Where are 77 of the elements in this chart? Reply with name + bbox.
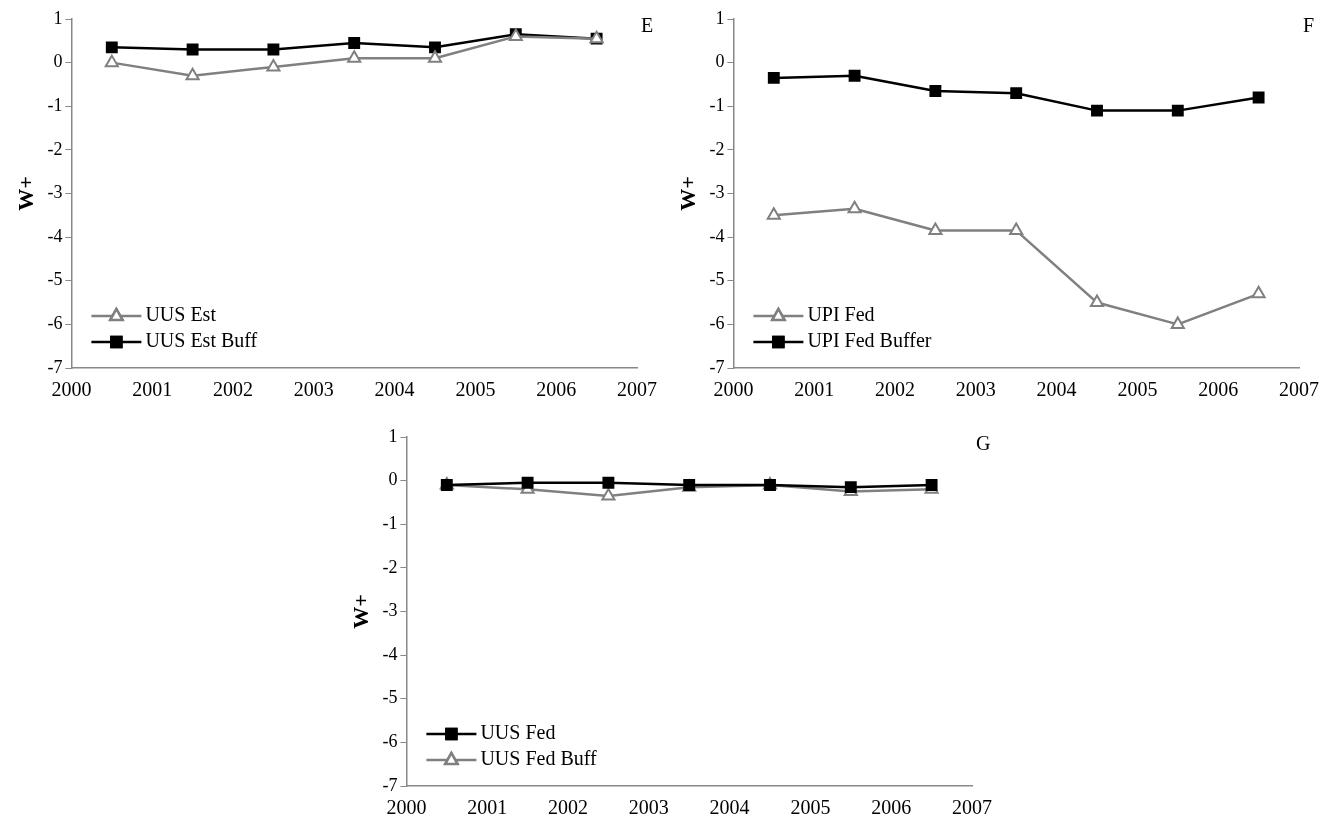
x-tick-label: 2006	[871, 796, 912, 819]
x-tick-label: 2003	[955, 378, 996, 401]
x-tick-label: 2006	[536, 378, 577, 401]
legend-label: UPI Fed Buffer	[807, 329, 932, 352]
x-tick-label: 2007	[952, 796, 992, 819]
y-tick-label: -2	[382, 556, 398, 577]
y-tick-label: -3	[47, 182, 63, 203]
y-tick-label: -5	[47, 269, 63, 290]
point	[928, 222, 943, 236]
y-tick-label: -5	[382, 687, 398, 708]
point	[929, 85, 942, 97]
y-axis-title: W+	[12, 176, 38, 211]
y-tick-label: -1	[47, 94, 63, 115]
x-tick-label: 2002	[875, 378, 915, 401]
text: G	[976, 432, 991, 455]
text: E	[641, 14, 654, 37]
y-tick-label: -6	[47, 313, 63, 334]
x-tick-label: 2000	[386, 796, 427, 819]
x-tick-label: 2004	[709, 796, 750, 819]
point	[767, 71, 780, 84]
x-tick-label: 2001	[794, 378, 835, 401]
point	[1171, 104, 1184, 117]
x-tick-label: 2004	[374, 378, 415, 401]
x-tick-label: 2002	[548, 796, 588, 819]
x-tick-label: 2005	[455, 378, 496, 401]
x-tick-label: 2003	[293, 378, 334, 401]
point	[848, 69, 861, 82]
y-axis-title: W+	[674, 176, 700, 211]
point	[1091, 104, 1103, 117]
x-tick-label: 2000	[51, 378, 92, 401]
legend-label: UUS Fed Buff	[480, 747, 598, 770]
y-tick-label: 0	[53, 51, 63, 72]
point	[1089, 294, 1105, 308]
x-tick-label: 2001	[467, 796, 508, 819]
point	[847, 200, 862, 214]
text: F	[1303, 14, 1315, 37]
point	[1009, 222, 1024, 236]
y-tick-label: -7	[382, 774, 398, 795]
y-tick-label: 1	[53, 7, 63, 28]
legend-label: UUS Est Buff	[145, 329, 258, 352]
y-tick-label: -1	[709, 94, 725, 115]
y-tick-label: 0	[715, 51, 725, 72]
x-tick-label: 2005	[1117, 378, 1158, 401]
y-tick-label: -3	[382, 600, 398, 621]
x-tick-label: 2007	[1279, 378, 1319, 401]
x-tick-label: 2004	[1036, 378, 1077, 401]
x-tick-label: 2007	[617, 378, 657, 401]
y-tick-label: 0	[388, 469, 398, 490]
y-tick-label: -2	[709, 138, 725, 159]
y-tick-label: -2	[47, 138, 63, 159]
y-tick-label: -6	[709, 313, 725, 334]
x-tick-label: 2003	[628, 796, 669, 819]
legend-label: UPI Fed	[807, 303, 875, 326]
legend-label: UUS Est	[145, 303, 217, 326]
y-tick-label: -1	[382, 512, 398, 533]
point	[1251, 285, 1266, 299]
legend-label: UUS Fed	[480, 721, 556, 744]
y-tick-label: 1	[388, 425, 398, 446]
point	[766, 207, 781, 220]
y-axis-title: W+	[347, 594, 373, 629]
x-tick-label: 2005	[790, 796, 831, 819]
y-tick-label: -7	[47, 356, 63, 377]
y-tick-label: 1	[715, 7, 725, 28]
y-tick-label: -4	[47, 225, 63, 246]
x-tick-label: 2002	[213, 378, 253, 401]
y-tick-label: -5	[709, 269, 725, 290]
y-tick-label: -4	[382, 643, 398, 664]
y-tick-label: -4	[709, 225, 725, 246]
point	[1010, 87, 1023, 100]
point	[1252, 91, 1265, 104]
point	[1170, 316, 1185, 329]
y-tick-label: -3	[709, 182, 725, 203]
x-tick-label: 2001	[132, 378, 173, 401]
x-tick-label: 2000	[713, 378, 754, 401]
y-tick-label: -6	[382, 731, 398, 752]
x-tick-label: 2006	[1198, 378, 1239, 401]
y-tick-label: -7	[709, 356, 725, 377]
